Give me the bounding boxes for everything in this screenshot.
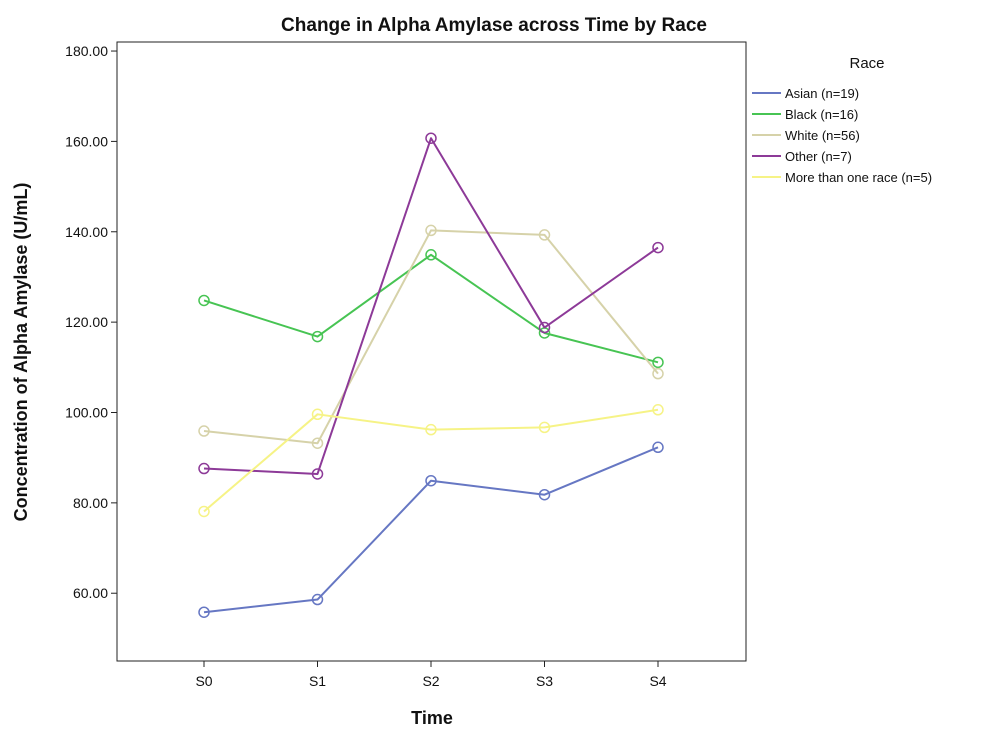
- series-layer: [198, 132, 664, 618]
- legend-label: More than one race (n=5): [785, 170, 932, 185]
- data-point: [425, 474, 437, 487]
- series-line: [203, 229, 659, 445]
- data-point: [311, 437, 324, 449]
- legend-item: Asian (n=19): [752, 86, 859, 101]
- series-0: [198, 441, 664, 618]
- data-point: [538, 321, 551, 334]
- data-point: [311, 330, 324, 343]
- data-point: [311, 468, 324, 480]
- series-line: [203, 253, 659, 364]
- x-tick-label: S1: [309, 673, 326, 689]
- y-tick-label: 80.00: [73, 495, 108, 511]
- data-point: [198, 294, 210, 307]
- chart-title: Change in Alpha Amylase across Time by R…: [281, 15, 707, 36]
- series-line: [203, 446, 659, 614]
- series-1: [198, 249, 664, 369]
- y-tick-label: 180.00: [65, 43, 108, 59]
- y-axis-title: Concentration of Alpha Amylase (U/mL): [11, 183, 31, 522]
- legend-items: Asian (n=19) Black (n=16) White (n=56) Othe…: [752, 86, 932, 185]
- y-axis: 60.00 80.00 100.00 120.00 140.00 160.00 180.00: [65, 43, 117, 601]
- series-2: [198, 224, 664, 449]
- legend: Race Asian (n=19) Black (n=16) White (n=56…: [752, 55, 932, 185]
- data-point: [538, 229, 551, 241]
- x-axis: S0 S1 S2 S3 S4: [195, 661, 667, 689]
- legend-label: Black (n=16): [785, 107, 858, 122]
- x-tick-label: S4: [649, 673, 666, 689]
- legend-item: White (n=56): [752, 128, 860, 143]
- data-point: [652, 404, 664, 416]
- y-tick-label: 160.00: [65, 133, 108, 149]
- plot-area: [116, 41, 747, 662]
- y-tick-label: 60.00: [73, 585, 108, 601]
- y-tick-label: 140.00: [65, 224, 108, 240]
- y-tick-label: 100.00: [65, 404, 108, 420]
- data-point: [425, 224, 437, 237]
- data-point: [652, 241, 664, 254]
- data-point: [311, 408, 324, 421]
- data-point: [198, 462, 210, 475]
- legend-label: Other (n=7): [785, 149, 852, 164]
- legend-title: Race: [849, 55, 884, 72]
- data-point: [425, 249, 437, 261]
- x-tick-label: S3: [536, 673, 553, 689]
- data-point: [538, 421, 551, 434]
- series-line: [203, 408, 659, 513]
- data-point: [198, 505, 210, 518]
- data-point: [652, 356, 664, 369]
- data-point: [538, 488, 551, 501]
- data-point: [198, 606, 210, 618]
- data-point: [311, 593, 324, 606]
- x-tick-label: S0: [195, 673, 212, 689]
- data-point: [425, 423, 437, 436]
- legend-label: Asian (n=19): [785, 86, 859, 101]
- series-4: [198, 404, 664, 518]
- x-axis-title: Time: [411, 708, 453, 728]
- data-point: [198, 425, 210, 437]
- series-3: [198, 132, 664, 480]
- x-tick-label: S2: [422, 673, 439, 689]
- series-line: [203, 137, 659, 475]
- legend-item: Black (n=16): [752, 107, 858, 122]
- legend-item: More than one race (n=5): [752, 170, 932, 185]
- data-point: [652, 367, 664, 380]
- data-point: [652, 441, 664, 454]
- legend-item: Other (n=7): [752, 149, 852, 164]
- data-point: [425, 132, 437, 144]
- legend-label: White (n=56): [785, 128, 860, 143]
- y-tick-label: 120.00: [65, 314, 108, 330]
